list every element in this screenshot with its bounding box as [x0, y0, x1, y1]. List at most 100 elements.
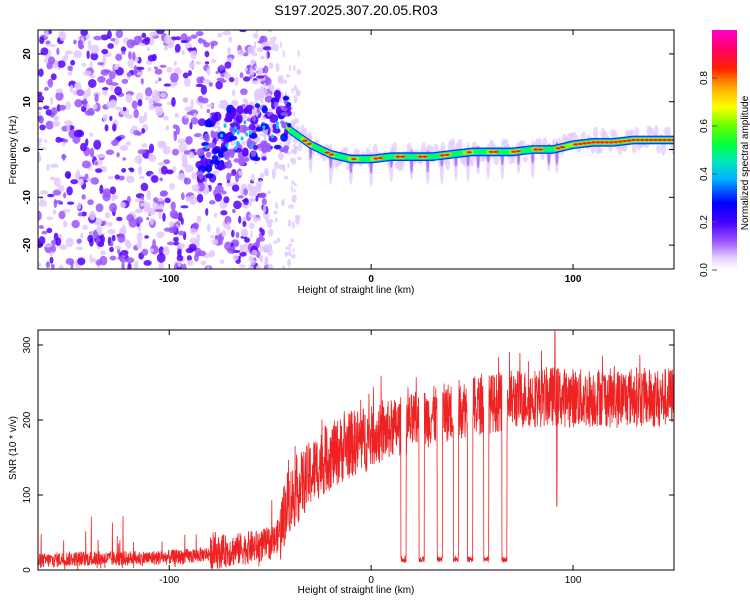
noise-blob	[195, 61, 202, 65]
noise-blob	[106, 30, 112, 39]
noise-blob	[216, 226, 221, 236]
noise-blob	[261, 244, 269, 253]
noise-blob	[87, 199, 94, 206]
noise-blob	[135, 216, 144, 224]
noise-blob	[127, 59, 134, 68]
noise-blob	[165, 125, 170, 131]
ridge-peak	[609, 141, 614, 144]
transition-blob	[269, 114, 279, 123]
noise-blob	[214, 185, 224, 194]
transition-blob	[254, 103, 261, 109]
noise-blob	[219, 259, 225, 264]
noise-blob	[62, 208, 71, 213]
noise-blob	[163, 45, 169, 51]
ridge-peak	[511, 150, 517, 153]
noise-blob	[290, 253, 296, 259]
noise-blob	[48, 43, 57, 48]
y-tick-label: 0	[22, 146, 33, 152]
transition-blob	[261, 145, 268, 154]
noise-blob	[58, 104, 67, 111]
noise-blob	[201, 97, 209, 104]
colorbar-tick-label: 0.8	[699, 71, 710, 85]
noise-blob	[126, 241, 132, 249]
noise-blob	[204, 50, 210, 58]
noise-blob	[190, 49, 197, 60]
noise-blob	[53, 177, 61, 187]
noise-blob	[226, 221, 231, 230]
noise-blob	[134, 198, 143, 203]
ridge-peak	[400, 155, 406, 158]
noise-blob	[69, 84, 74, 93]
noise-blob	[55, 88, 64, 94]
noise-blob	[52, 209, 57, 215]
noise-blob	[256, 75, 265, 79]
noise-blob	[38, 146, 47, 151]
noise-blob	[166, 66, 173, 73]
noise-blob	[45, 261, 51, 269]
noise-blob	[117, 233, 126, 243]
noise-blob	[110, 38, 116, 42]
noise-blob	[134, 260, 139, 269]
noise-blob	[240, 140, 249, 146]
noise-blob	[296, 156, 302, 161]
noise-blob	[82, 224, 88, 230]
noise-blob	[291, 158, 297, 165]
noise-blob	[81, 62, 87, 67]
noise-blob	[38, 152, 41, 163]
noise-blob	[196, 76, 204, 84]
noise-blob	[125, 93, 133, 103]
noise-blob	[223, 196, 230, 204]
noise-blob	[263, 82, 266, 88]
noise-blob	[265, 170, 269, 177]
noise-blob	[190, 98, 194, 109]
noise-blob	[181, 50, 185, 55]
transition-blob	[286, 122, 292, 128]
noise-blob	[262, 46, 272, 51]
transition-blob	[282, 96, 290, 101]
noise-blob	[144, 36, 151, 43]
noise-blob	[205, 151, 212, 158]
noise-blob	[76, 169, 80, 177]
noise-blob	[97, 75, 106, 83]
noise-blob	[208, 200, 216, 205]
noise-blob	[107, 175, 114, 180]
noise-blob	[44, 86, 49, 91]
noise-blob	[125, 114, 134, 119]
noise-blob	[262, 204, 267, 214]
noise-blob	[291, 194, 297, 203]
noise-blob	[47, 78, 54, 88]
noise-blob	[50, 107, 58, 116]
noise-blob	[258, 192, 267, 199]
noise-blob	[102, 55, 107, 66]
transition-blob	[246, 137, 252, 148]
noise-blob	[284, 251, 289, 257]
snr-series	[38, 331, 674, 570]
noise-blob	[89, 254, 93, 264]
noise-blob	[87, 40, 92, 51]
ridge-peak	[586, 141, 592, 144]
noise-blob	[267, 220, 273, 229]
noise-blob	[121, 51, 126, 55]
noise-blob	[140, 182, 149, 192]
noise-blob	[102, 87, 109, 91]
noise-blob	[63, 220, 68, 228]
noise-blob	[173, 212, 179, 220]
noise-blob	[67, 201, 75, 205]
noise-blob	[200, 260, 207, 266]
noise-blob	[253, 41, 257, 49]
noise-blob	[220, 210, 228, 216]
noise-blob	[211, 238, 219, 245]
transition-blob	[212, 147, 220, 154]
transition-blob	[255, 126, 263, 132]
noise-blob	[38, 236, 46, 245]
noise-blob	[250, 59, 256, 65]
noise-blob	[243, 197, 249, 206]
noise-blob	[255, 195, 259, 202]
noise-blob	[191, 172, 197, 180]
noise-blob	[146, 217, 150, 221]
noise-blob	[267, 242, 273, 252]
noise-blob	[248, 222, 255, 230]
noise-blob	[173, 236, 179, 243]
noise-blob	[196, 215, 202, 223]
